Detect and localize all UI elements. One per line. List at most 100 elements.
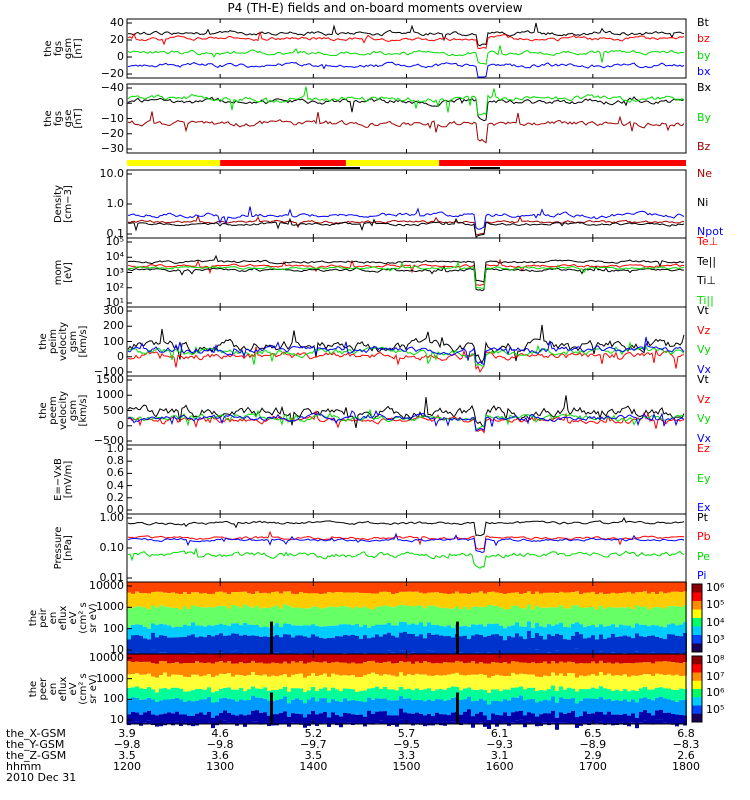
fgs_gsm-frame	[126, 18, 687, 79]
spectrogram-cell	[535, 702, 539, 717]
ytick-label: 10⁵	[105, 235, 124, 248]
colorbar-cell	[692, 592, 702, 602]
spectrogram-cell	[139, 714, 143, 726]
colorbar-cell	[692, 609, 702, 619]
spectrogram-cell	[647, 635, 651, 654]
spectrogram-cell	[371, 582, 375, 594]
spectrogram-cell	[283, 720, 287, 724]
spectrogram-cell	[303, 717, 307, 728]
spectrogram-cell	[231, 699, 235, 715]
spectrogram-cell	[151, 649, 155, 654]
spectrogram-cell	[271, 675, 275, 691]
ytick-label: 0	[117, 96, 124, 110]
series-density-1	[127, 217, 685, 238]
spectrogram-cell	[679, 624, 683, 637]
spectrogram-cell	[439, 625, 443, 636]
spectrogram-cell	[175, 698, 179, 712]
spectrogram-cell	[299, 635, 303, 654]
spectrogram-cell	[423, 626, 427, 639]
spectrogram-cell	[147, 639, 151, 658]
spectrogram-cell	[539, 714, 543, 726]
spectrogram-cell	[147, 582, 151, 594]
legend-e_vxb-2: Ex	[697, 501, 711, 514]
series-temperature-3	[127, 261, 685, 289]
spectrogram-cell	[359, 701, 363, 715]
spectrogram-cell	[371, 713, 375, 725]
spectrogram-cell	[251, 607, 255, 625]
spectrogram-cell	[471, 701, 475, 717]
spectrogram-cell	[451, 654, 455, 663]
spectrogram-cell	[627, 701, 631, 716]
spectrogram-cell	[579, 716, 583, 726]
spectrogram-cell	[199, 689, 203, 700]
spectrogram-cell	[183, 676, 187, 692]
spectrogram-cell	[675, 606, 679, 626]
spectrogram-cell	[135, 606, 139, 625]
spectrogram-cell	[375, 652, 379, 654]
spectrogram-cell	[427, 713, 431, 726]
spectrogram-cell	[563, 722, 567, 724]
spectrogram-cell	[471, 582, 475, 593]
ytick-label: 0.8	[106, 454, 125, 468]
spectrogram-cell	[135, 686, 139, 699]
spectrogram-cell	[639, 675, 643, 689]
y-axis-label: [nPa]	[63, 535, 74, 561]
spectrogram-cell	[451, 637, 455, 655]
spectrogram-cell	[255, 582, 259, 592]
spectrogram-cell	[523, 608, 527, 627]
spectrogram-cell	[331, 662, 335, 674]
spectrogram-cell	[655, 607, 659, 626]
spectrogram-cell	[291, 582, 295, 594]
legend-fgs_gse-1: By	[697, 110, 712, 124]
spectrogram-cell	[459, 626, 463, 637]
spectrogram-cell	[495, 674, 499, 690]
spectrogram-cell	[291, 699, 295, 714]
spectrogram-cell	[595, 582, 599, 595]
spectrogram-cell	[619, 691, 623, 701]
spectrogram-cell	[451, 686, 455, 698]
spectrogram-cell	[335, 689, 339, 702]
spectrogram-cell	[347, 722, 351, 724]
spectrogram-cell	[223, 720, 227, 724]
spectrogram-cell	[227, 635, 231, 655]
spectrogram-cell	[219, 623, 223, 634]
y-axis-label: eflux	[58, 606, 69, 631]
spectrogram-cell	[431, 700, 435, 717]
spectrogram-cell	[651, 689, 655, 701]
spectrogram-cell	[127, 592, 131, 609]
spectrogram-cell	[191, 652, 195, 654]
spectrogram-cell	[187, 594, 191, 610]
spectrogram-cell	[635, 702, 639, 718]
spectrogram-cell	[463, 635, 467, 655]
spectrogram-cell	[463, 654, 467, 664]
series-density-0	[127, 214, 684, 236]
spectrogram-cell	[459, 674, 463, 691]
spectrogram-cell	[571, 635, 575, 653]
spectrogram-cell	[679, 592, 683, 607]
spectrogram-cell	[211, 636, 215, 654]
spectrogram-cell	[291, 688, 295, 700]
spectrogram-cell	[551, 592, 555, 608]
spectrogram-cell	[659, 661, 663, 675]
spectrogram-cell	[663, 582, 667, 594]
spectrogram-cell	[135, 582, 139, 592]
spectrogram-cell	[603, 594, 607, 609]
spectrogram-cell	[671, 652, 675, 654]
spectrogram-cell	[251, 686, 255, 696]
spectrogram-cell	[259, 654, 263, 663]
spectrogram-cell	[659, 626, 663, 638]
spectrogram-cell	[591, 698, 595, 714]
spectrogram-cell	[199, 607, 203, 626]
spectrogram-cell	[627, 625, 631, 637]
spectrogram-cell	[407, 654, 411, 662]
spectrogram-cell	[243, 652, 247, 654]
spectrogram-cell	[407, 591, 411, 606]
legend-fgs_gse-2: Bz	[697, 140, 711, 153]
spectrogram-cell	[547, 624, 551, 635]
spectrogram-cell	[211, 654, 215, 664]
spectrogram-cell	[467, 639, 471, 658]
spectrogram-cell	[183, 636, 187, 655]
spectrogram-cell	[299, 661, 303, 674]
spectrogram-cell	[339, 636, 343, 655]
ytick-label: 0.10	[99, 541, 125, 554]
